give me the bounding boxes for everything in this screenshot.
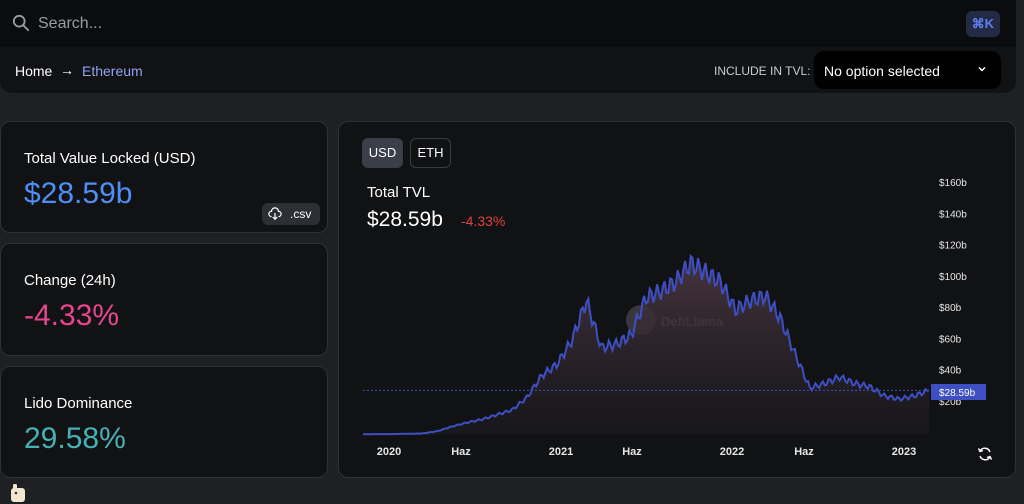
x-tick-label: 2021 bbox=[549, 446, 573, 458]
dominance-label: Lido Dominance bbox=[24, 395, 133, 412]
x-tick-label: 2022 bbox=[720, 446, 744, 458]
y-tick-label: $120b bbox=[939, 241, 967, 252]
chart-change: -4.33% bbox=[461, 213, 506, 229]
tvl-line bbox=[363, 253, 930, 436]
x-tick-label: Haz bbox=[794, 446, 814, 458]
change-value: -4.33% bbox=[24, 299, 120, 332]
tvl-label: Total Value Locked (USD) bbox=[24, 150, 196, 167]
download-csv-button[interactable]: .csv bbox=[262, 203, 320, 225]
include-in-tvl-label: INCLUDE IN TVL: bbox=[714, 64, 811, 78]
chart-title: Total TVL bbox=[367, 184, 431, 201]
y-tick-label: $40b bbox=[939, 366, 962, 377]
include-in-tvl-select[interactable]: No option selected bbox=[814, 51, 1001, 89]
x-tick-label: Haz bbox=[451, 446, 471, 458]
tvl-card: Total Value Locked (USD) $28.59b .csv bbox=[0, 121, 328, 233]
chart-total: $28.59b bbox=[367, 208, 443, 231]
x-tick-label: 2023 bbox=[892, 446, 916, 458]
search-input[interactable]: Search... bbox=[38, 15, 103, 32]
tvl-value: $28.59b bbox=[24, 177, 133, 210]
y-tick-label: $100b bbox=[939, 272, 967, 283]
include-in-tvl-value: No option selected bbox=[824, 63, 940, 79]
refresh-icon[interactable] bbox=[977, 446, 993, 462]
breadcrumb-current: Ethereum bbox=[82, 63, 143, 79]
breadcrumb-home-link[interactable]: Home bbox=[15, 63, 53, 79]
breadcrumb-bar: Home → Ethereum INCLUDE IN TVL: No optio… bbox=[0, 47, 1016, 93]
llama-logo-icon bbox=[11, 484, 25, 502]
y-tick-label: $160b bbox=[939, 178, 967, 189]
x-tick-label: 2020 bbox=[377, 446, 401, 458]
current-price-tag bbox=[931, 384, 986, 400]
dominance-card: Lido Dominance 29.58% bbox=[0, 366, 328, 478]
search-bar[interactable]: Search... ⌘K bbox=[0, 0, 1016, 47]
csv-label: .csv bbox=[290, 207, 312, 221]
y-tick-label: $60b bbox=[939, 334, 962, 345]
tvl-area-fill bbox=[363, 256, 929, 435]
y-tick-label: $20b bbox=[939, 397, 962, 408]
change-label: Change (24h) bbox=[24, 272, 116, 289]
eth-toggle-button[interactable]: ETH bbox=[410, 138, 451, 168]
current-price-tag-label: $28.59b bbox=[939, 388, 976, 399]
search-shortcut-badge: ⌘K bbox=[965, 11, 1000, 37]
x-tick-label: Haz bbox=[622, 446, 642, 458]
cloud-download-icon bbox=[268, 207, 282, 221]
change-card: Change (24h) -4.33% bbox=[0, 243, 328, 356]
breadcrumb-arrow-icon: → bbox=[60, 62, 74, 78]
dominance-value: 29.58% bbox=[24, 422, 126, 455]
chart-card: USD ETH Total TVL $28.59b -4.33% DefiLla… bbox=[338, 121, 1016, 478]
y-tick-label: $140b bbox=[939, 209, 967, 220]
usd-toggle-button[interactable]: USD bbox=[362, 138, 403, 168]
chevron-down-icon bbox=[978, 66, 986, 72]
search-icon bbox=[12, 14, 30, 32]
y-tick-label: $80b bbox=[939, 303, 962, 314]
